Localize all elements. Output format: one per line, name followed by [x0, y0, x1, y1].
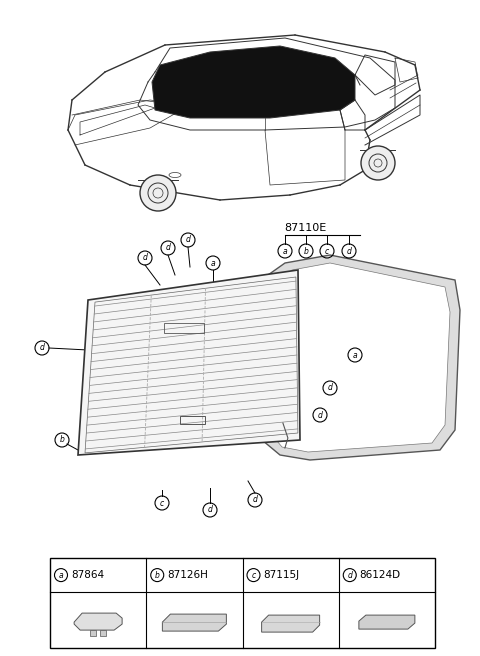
Text: d: d	[252, 495, 257, 504]
Text: a: a	[211, 258, 216, 268]
Text: d: d	[348, 571, 352, 580]
Text: d: d	[347, 247, 351, 255]
Text: 87115J: 87115J	[264, 570, 300, 580]
Text: b: b	[60, 436, 64, 445]
Text: b: b	[155, 571, 160, 580]
Bar	[165, 323, 204, 333]
Bar	[50, 558, 435, 648]
Text: d: d	[318, 411, 323, 419]
Text: 87131E: 87131E	[375, 293, 417, 303]
Text: 87864: 87864	[71, 570, 104, 580]
Text: d: d	[186, 236, 191, 245]
Polygon shape	[162, 614, 227, 631]
Text: 87126H: 87126H	[167, 570, 208, 580]
Text: d: d	[207, 506, 213, 514]
Text: 86124D: 86124D	[360, 570, 401, 580]
Polygon shape	[90, 630, 96, 636]
Text: a: a	[59, 571, 63, 580]
Text: d: d	[143, 253, 147, 262]
Polygon shape	[78, 270, 300, 455]
Polygon shape	[74, 613, 122, 630]
Text: c: c	[325, 247, 329, 255]
Text: 87110E: 87110E	[284, 223, 326, 233]
Text: d: d	[39, 344, 45, 352]
Polygon shape	[100, 630, 106, 636]
Text: c: c	[160, 499, 164, 508]
Text: d: d	[166, 243, 170, 253]
Circle shape	[140, 175, 176, 211]
Text: a: a	[353, 350, 357, 359]
Text: b: b	[303, 247, 309, 255]
Polygon shape	[359, 615, 415, 629]
Text: a: a	[283, 247, 288, 255]
Polygon shape	[270, 263, 450, 452]
Text: c: c	[252, 571, 256, 580]
Bar	[180, 416, 204, 424]
Circle shape	[361, 146, 395, 180]
Polygon shape	[260, 255, 460, 460]
Polygon shape	[262, 615, 320, 632]
Polygon shape	[152, 46, 355, 118]
Text: d: d	[327, 384, 333, 392]
